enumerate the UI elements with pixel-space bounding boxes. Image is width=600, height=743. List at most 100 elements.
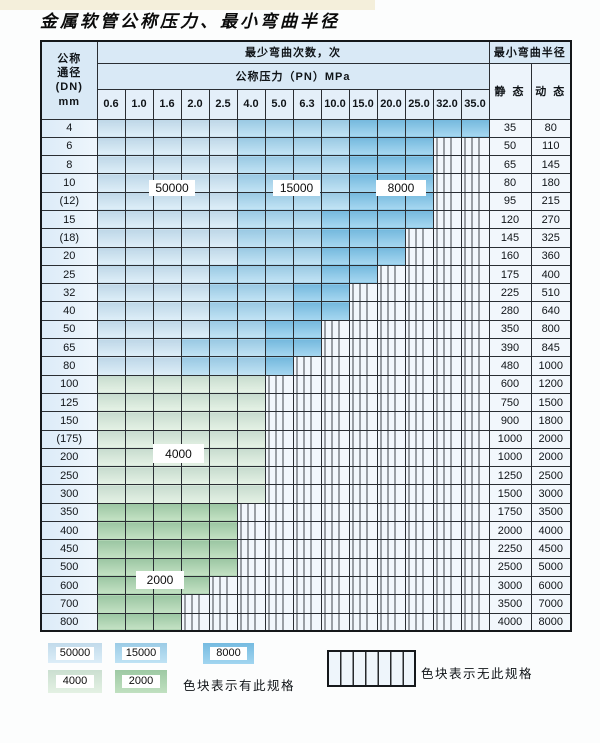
no-spec-cell xyxy=(432,246,462,266)
no-spec-cell xyxy=(432,575,462,596)
spec-cell-15000 xyxy=(264,264,294,285)
spec-cell-8000 xyxy=(376,155,406,175)
spec-cell-50000 xyxy=(152,228,182,248)
spec-cell-4000 xyxy=(96,411,126,431)
static-radius-cell: 2500 xyxy=(488,557,532,577)
no-spec-cell xyxy=(404,502,434,523)
no-spec-cell xyxy=(180,612,210,632)
dynamic-radius-cell: 8000 xyxy=(530,612,572,632)
spec-cell-50000 xyxy=(208,136,238,157)
spec-cell-50000 xyxy=(96,191,126,211)
spec-cell-15000 xyxy=(208,356,238,376)
no-spec-cell xyxy=(348,484,378,504)
no-spec-cell xyxy=(432,228,462,248)
static-radius-cell: 225 xyxy=(488,283,532,303)
spec-cell-50000 xyxy=(124,155,154,175)
no-spec-cell xyxy=(292,374,322,394)
no-spec-cell xyxy=(264,484,294,504)
spec-cell-15000 xyxy=(236,283,266,303)
table-row: (12) 95 215 xyxy=(40,191,572,211)
no-spec-cell xyxy=(460,136,490,157)
no-spec-cell xyxy=(460,264,490,285)
static-radius-cell: 65 xyxy=(488,155,532,175)
table-row: 300 1500 3000 xyxy=(40,484,572,504)
no-spec-cell xyxy=(376,264,406,285)
no-spec-cell xyxy=(264,594,294,614)
spec-cell-4000 xyxy=(124,374,154,394)
no-spec-cell xyxy=(460,575,490,596)
spec-cell-2000 xyxy=(208,557,238,577)
table-row: 450 2250 4500 xyxy=(40,539,572,559)
dynamic-radius-cell: 1200 xyxy=(530,374,572,394)
no-spec-cell xyxy=(348,466,378,486)
pressure-col-header: 2.5 xyxy=(208,88,238,120)
spec-cell-2000 xyxy=(96,575,126,596)
spec-cell-15000 xyxy=(264,301,294,321)
no-spec-cell xyxy=(348,612,378,632)
static-radius-cell: 900 xyxy=(488,411,532,431)
no-spec-cell xyxy=(236,521,266,541)
table-row: 15 120 270 xyxy=(40,209,572,230)
spec-cell-50000 xyxy=(180,301,210,321)
dynamic-radius-cell: 3500 xyxy=(530,502,572,523)
spec-cell-50000 xyxy=(96,264,126,285)
static-radius-cell: 350 xyxy=(488,319,532,340)
spec-cell-2000 xyxy=(180,575,210,596)
spec-cell-2000 xyxy=(124,539,154,559)
dn-cell: 100 xyxy=(40,374,98,394)
dn-cell: 350 xyxy=(40,502,98,523)
no-spec-cell xyxy=(460,612,490,632)
no-spec-cell xyxy=(432,338,462,358)
no-spec-cell xyxy=(432,392,462,413)
static-header: 静 态 xyxy=(488,62,532,120)
no-spec-cell xyxy=(348,319,378,340)
legend-swatch-2000: 2000 xyxy=(115,670,167,693)
spec-cell-8000 xyxy=(320,209,350,230)
spec-cell-4000 xyxy=(124,466,154,486)
spec-cell-50000 xyxy=(208,118,238,138)
spec-cell-2000 xyxy=(96,502,126,523)
static-radius-cell: 3500 xyxy=(488,594,532,614)
dynamic-radius-cell: 640 xyxy=(530,301,572,321)
dynamic-radius-cell: 4500 xyxy=(530,539,572,559)
spec-cell-15000 xyxy=(292,136,322,157)
spec-cell-2000 xyxy=(180,502,210,523)
dn-header-line: 通径 xyxy=(57,66,82,79)
spec-cell-4000 xyxy=(208,392,238,413)
spec-cell-4000 xyxy=(236,484,266,504)
spec-cell-15000 xyxy=(292,118,322,138)
spec-table: 公称 通径 (DN) mm 最少弯曲次数，次 最小弯曲半径 公称压力（PN）MP… xyxy=(40,40,572,633)
spec-cell-8000 xyxy=(348,228,378,248)
spec-cell-50000 xyxy=(180,209,210,230)
no-spec-cell xyxy=(320,411,350,431)
table-row: 80 480 1000 xyxy=(40,356,572,376)
no-spec-cell xyxy=(404,283,434,303)
table-row: 40 280 640 xyxy=(40,301,572,321)
no-spec-cell xyxy=(404,356,434,376)
spec-cell-50000 xyxy=(152,209,182,230)
spec-cell-8000 xyxy=(460,118,490,138)
spec-cell-50000 xyxy=(152,283,182,303)
no-spec-cell xyxy=(432,209,462,230)
spec-cell-50000 xyxy=(96,173,126,193)
table-row: 50 350 800 xyxy=(40,319,572,340)
spec-cell-8000 xyxy=(320,283,350,303)
spec-cell-8000 xyxy=(348,264,378,285)
no-spec-cell xyxy=(376,411,406,431)
no-spec-cell xyxy=(376,374,406,394)
legend-swatch-value: 50000 xyxy=(55,646,95,660)
spec-cell-15000 xyxy=(264,155,294,175)
no-spec-cell xyxy=(460,173,490,193)
dynamic-radius-cell: 270 xyxy=(530,209,572,230)
no-spec-cell xyxy=(460,283,490,303)
no-spec-cell xyxy=(460,155,490,175)
table-row: 25 175 400 xyxy=(40,264,572,285)
no-spec-cell xyxy=(236,502,266,523)
dn-cell: 700 xyxy=(40,594,98,614)
spec-cell-4000 xyxy=(152,411,182,431)
spec-cell-50000 xyxy=(180,155,210,175)
no-spec-cell xyxy=(376,429,406,449)
dn-cell: 4 xyxy=(40,118,98,138)
no-spec-cell xyxy=(432,612,462,632)
